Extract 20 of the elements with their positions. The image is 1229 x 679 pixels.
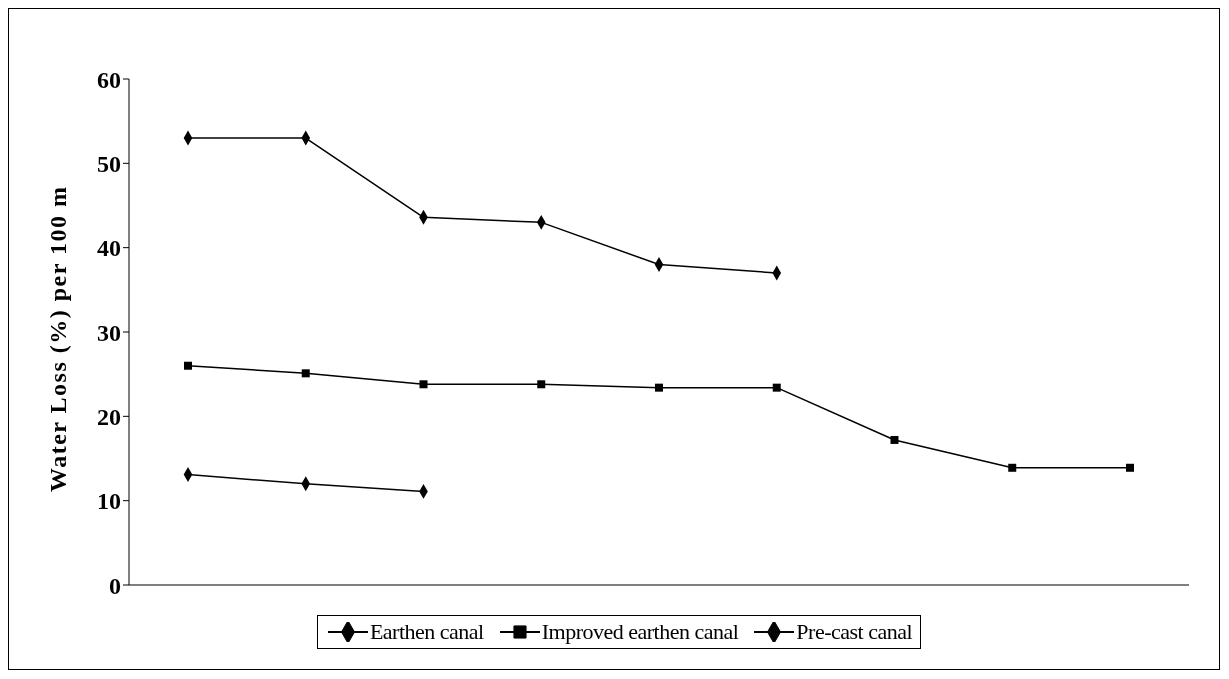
point: [655, 383, 663, 392]
point: [184, 361, 192, 370]
legend-label: Earthen canal: [369, 619, 484, 645]
point: [772, 383, 781, 392]
y-axis-title: Water Loss (%) per 100 m: [44, 185, 71, 492]
point: [890, 435, 899, 444]
point: [1008, 463, 1017, 472]
y-tick-label: 40: [97, 235, 121, 262]
y-tick-label: 0: [109, 572, 121, 599]
y-tick-label: 50: [97, 150, 121, 177]
y-tick-label: 30: [97, 319, 121, 346]
legend-label: Pre-cast canal: [796, 619, 913, 645]
point: [537, 380, 546, 389]
y-tick-label: 60: [97, 66, 121, 93]
point: [301, 369, 310, 378]
point: [1126, 463, 1134, 472]
y-tick-label: 10: [97, 488, 121, 515]
legend-label: Improved earthen canal: [541, 619, 739, 645]
point: [419, 380, 428, 389]
y-tick-label: 20: [97, 403, 121, 430]
